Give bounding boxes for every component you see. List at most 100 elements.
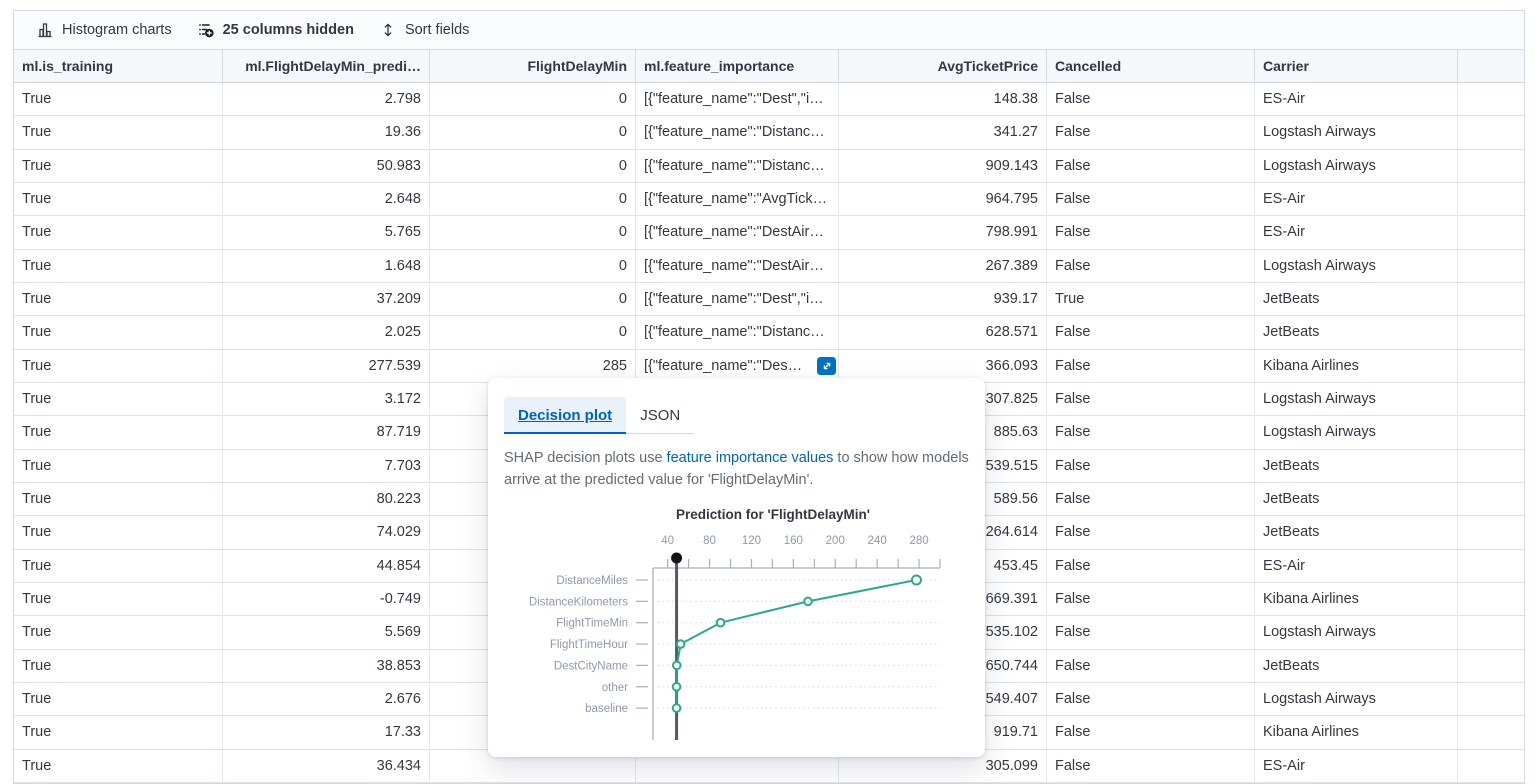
cell-avg_ticket_price[interactable]: 909.143 bbox=[839, 149, 1047, 182]
cell-feature_importance[interactable]: [{"feature_name":"Distanc… bbox=[636, 116, 839, 149]
cell-carrier[interactable]: JetBeats bbox=[1255, 516, 1458, 549]
cell-cancelled[interactable]: False bbox=[1047, 149, 1255, 182]
cell-flight_delay_min[interactable]: 0 bbox=[430, 116, 636, 149]
cell-avg_ticket_price[interactable]: 148.38 bbox=[839, 83, 1047, 116]
cell-is_training[interactable]: True bbox=[14, 216, 223, 249]
cell-feature_importance[interactable]: [{"feature_name":"Dest","i… bbox=[636, 83, 839, 116]
cell-carrier[interactable]: Logstash Airways bbox=[1255, 382, 1458, 416]
cell-predicted[interactable]: 2.798 bbox=[223, 83, 430, 116]
cell-carrier[interactable]: ES-Air bbox=[1255, 182, 1458, 216]
cell-avg_ticket_price[interactable]: 798.991 bbox=[839, 216, 1047, 249]
cell-flight_delay_min[interactable]: 0 bbox=[430, 182, 636, 216]
cell-is_training[interactable]: True bbox=[14, 116, 223, 149]
cell-predicted[interactable]: 37.209 bbox=[223, 282, 430, 316]
cell-avg_ticket_price[interactable]: 885.63 bbox=[839, 416, 1047, 449]
columns-hidden-button[interactable]: 25 columns hidden bbox=[185, 11, 367, 49]
cell-avg_ticket_price[interactable]: 628.571 bbox=[839, 316, 1047, 349]
cell-flight_delay_min[interactable]: 285 bbox=[430, 349, 636, 382]
cell-flight_delay_min[interactable]: 0 bbox=[430, 282, 636, 316]
cell-is_training[interactable]: True bbox=[14, 582, 223, 616]
cell-is_training[interactable]: True bbox=[14, 382, 223, 416]
cell-carrier[interactable]: JetBeats bbox=[1255, 316, 1458, 349]
cell-predicted[interactable]: 50.983 bbox=[223, 149, 430, 182]
cell-carrier[interactable]: Logstash Airways bbox=[1255, 249, 1458, 282]
cell-is_training[interactable]: True bbox=[14, 249, 223, 282]
column-header-is_training[interactable]: ml.is_training bbox=[14, 50, 223, 82]
sort-fields-button[interactable]: Sort fields bbox=[367, 11, 482, 49]
cell-carrier[interactable]: ES-Air bbox=[1255, 549, 1458, 582]
cell-carrier[interactable]: Kibana Airlines bbox=[1255, 349, 1458, 382]
column-header-avg_ticket_price[interactable]: AvgTicketPrice bbox=[839, 50, 1047, 82]
cell-is_training[interactable]: True bbox=[14, 616, 223, 649]
cell-predicted[interactable]: 87.719 bbox=[223, 416, 430, 449]
column-header-flight_delay_min[interactable]: FlightDelayMin bbox=[430, 50, 636, 82]
cell-predicted[interactable]: 80.223 bbox=[223, 482, 430, 516]
cell-feature_importance[interactable]: [{"feature_name":"AvgTick… bbox=[636, 182, 839, 216]
cell-avg_ticket_price[interactable]: 669.391 bbox=[839, 582, 1047, 616]
feature-importance-values-link[interactable]: feature importance values bbox=[666, 450, 834, 466]
cell-cancelled[interactable]: False bbox=[1047, 649, 1255, 682]
column-header-feature_importance[interactable]: ml.feature_importance bbox=[636, 50, 839, 82]
cell-predicted[interactable]: 7.703 bbox=[223, 449, 430, 482]
cell-predicted[interactable]: 19.36 bbox=[223, 116, 430, 149]
cell-is_training[interactable]: True bbox=[14, 282, 223, 316]
cell-predicted[interactable]: 44.854 bbox=[223, 549, 430, 582]
cell-predicted[interactable]: 36.434 bbox=[223, 749, 430, 782]
cell-predicted[interactable]: 277.539 bbox=[223, 349, 430, 382]
cell-carrier[interactable]: Logstash Airways bbox=[1255, 116, 1458, 149]
cell-carrier[interactable]: JetBeats bbox=[1255, 449, 1458, 482]
cell-feature_importance[interactable]: [{"feature_name":"Dest","i… bbox=[636, 282, 839, 316]
cell-is_training[interactable]: True bbox=[14, 749, 223, 782]
cell-cancelled[interactable]: False bbox=[1047, 316, 1255, 349]
cell-feature_importance[interactable]: [{"feature_name":"Des… bbox=[636, 349, 839, 382]
cell-avg_ticket_price[interactable]: 535.102 bbox=[839, 616, 1047, 649]
histogram-charts-button[interactable]: Histogram charts bbox=[24, 11, 185, 49]
cell-is_training[interactable]: True bbox=[14, 449, 223, 482]
cell-carrier[interactable]: Logstash Airways bbox=[1255, 149, 1458, 182]
cell-carrier[interactable]: ES-Air bbox=[1255, 749, 1458, 782]
column-header-predicted[interactable]: ml.FlightDelayMin_predi… bbox=[223, 50, 430, 82]
cell-avg_ticket_price[interactable]: 919.71 bbox=[839, 716, 1047, 749]
cell-predicted[interactable]: 2.025 bbox=[223, 316, 430, 349]
cell-predicted[interactable]: 38.853 bbox=[223, 649, 430, 682]
cell-avg_ticket_price[interactable]: 589.56 bbox=[839, 482, 1047, 516]
cell-feature_importance[interactable]: [{"feature_name":"Distanc… bbox=[636, 149, 839, 182]
cell-avg_ticket_price[interactable]: 267.389 bbox=[839, 249, 1047, 282]
cell-carrier[interactable]: Logstash Airways bbox=[1255, 416, 1458, 449]
cell-is_training[interactable]: True bbox=[14, 83, 223, 116]
cell-avg_ticket_price[interactable]: 539.515 bbox=[839, 449, 1047, 482]
cell-flight_delay_min[interactable]: 0 bbox=[430, 216, 636, 249]
cell-is_training[interactable]: True bbox=[14, 516, 223, 549]
cell-is_training[interactable]: True bbox=[14, 549, 223, 582]
cell-carrier[interactable]: Kibana Airlines bbox=[1255, 716, 1458, 749]
cell-carrier[interactable]: JetBeats bbox=[1255, 282, 1458, 316]
cell-carrier[interactable]: JetBeats bbox=[1255, 482, 1458, 516]
cell-cancelled[interactable]: False bbox=[1047, 716, 1255, 749]
cell-avg_ticket_price[interactable]: 341.27 bbox=[839, 116, 1047, 149]
cell-cancelled[interactable]: False bbox=[1047, 382, 1255, 416]
cell-is_training[interactable]: True bbox=[14, 682, 223, 716]
cell-cancelled[interactable]: False bbox=[1047, 616, 1255, 649]
column-header-cancelled[interactable]: Cancelled bbox=[1047, 50, 1255, 82]
cell-predicted[interactable]: 5.765 bbox=[223, 216, 430, 249]
cell-cancelled[interactable]: False bbox=[1047, 549, 1255, 582]
tab-decision-plot[interactable]: Decision plot bbox=[504, 397, 627, 434]
cell-cancelled[interactable]: False bbox=[1047, 249, 1255, 282]
cell-flight_delay_min[interactable]: 0 bbox=[430, 83, 636, 116]
cell-avg_ticket_price[interactable]: 453.45 bbox=[839, 549, 1047, 582]
cell-is_training[interactable]: True bbox=[14, 149, 223, 182]
cell-avg_ticket_price[interactable]: 939.17 bbox=[839, 282, 1047, 316]
cell-cancelled[interactable]: False bbox=[1047, 449, 1255, 482]
cell-cancelled[interactable]: False bbox=[1047, 682, 1255, 716]
cell-feature_importance[interactable]: [{"feature_name":"Distanc… bbox=[636, 316, 839, 349]
cell-avg_ticket_price[interactable]: 264.614 bbox=[839, 516, 1047, 549]
cell-is_training[interactable]: True bbox=[14, 416, 223, 449]
cell-avg_ticket_price[interactable]: 964.795 bbox=[839, 182, 1047, 216]
cell-avg_ticket_price[interactable]: 366.093 bbox=[839, 349, 1047, 382]
cell-carrier[interactable]: Logstash Airways bbox=[1255, 616, 1458, 649]
cell-is_training[interactable]: True bbox=[14, 316, 223, 349]
cell-carrier[interactable]: Kibana Airlines bbox=[1255, 582, 1458, 616]
cell-flight_delay_min[interactable]: 0 bbox=[430, 249, 636, 282]
cell-cancelled[interactable]: False bbox=[1047, 83, 1255, 116]
cell-cancelled[interactable]: False bbox=[1047, 482, 1255, 516]
